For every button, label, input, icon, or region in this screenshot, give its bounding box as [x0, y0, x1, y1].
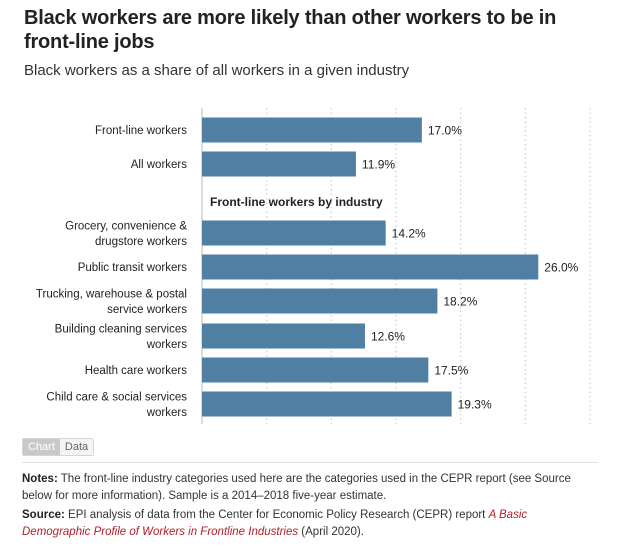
- notes-text: The front-line industry categories used …: [22, 473, 571, 502]
- source: Source: EPI analysis of data from the Ce…: [22, 507, 598, 541]
- category-label: service workers: [107, 304, 187, 316]
- source-link[interactable]: A Basic Demographic Profile of Workers i…: [22, 509, 528, 538]
- tab-data[interactable]: Data: [59, 439, 94, 455]
- bar-value-label: 14.2%: [392, 227, 426, 241]
- bar: [202, 391, 452, 417]
- source-text: EPI analysis of data from the Center for…: [64, 509, 489, 521]
- category-label: Trucking, warehouse & postal: [36, 288, 187, 300]
- view-tabs: Chart Data: [22, 438, 95, 456]
- category-label: Public transit workers: [78, 262, 188, 274]
- chart-subtitle: Black workers as a share of all workers …: [24, 62, 410, 79]
- category-label: workers: [146, 407, 188, 419]
- category-label: Grocery, convenience &: [65, 220, 187, 232]
- notes: Notes: The front-line industry categorie…: [22, 471, 592, 505]
- tab-chart[interactable]: Chart: [23, 439, 60, 455]
- notes-label: Notes:: [22, 473, 58, 485]
- source-tail: (April 2020).: [298, 526, 364, 538]
- bar: [202, 220, 386, 246]
- bar: [202, 151, 356, 177]
- chart-title: Black workers are more likely than other…: [24, 7, 557, 53]
- bar: [202, 357, 429, 383]
- category-label: Health care workers: [85, 365, 188, 377]
- bar-value-label: 17.0%: [428, 124, 462, 138]
- footer-divider: [22, 462, 598, 463]
- source-label: Source:: [22, 509, 65, 521]
- bar-value-label: 19.3%: [458, 398, 492, 412]
- bar-value-label: 17.5%: [434, 364, 468, 378]
- category-label: workers: [146, 339, 188, 351]
- category-label: All workers: [131, 159, 187, 171]
- bar-value-label: 18.2%: [443, 295, 477, 309]
- bar: [202, 323, 365, 349]
- bar-value-label: 12.6%: [371, 330, 405, 344]
- bar: [202, 117, 422, 143]
- category-label: Building cleaning services: [55, 323, 188, 335]
- category-label: Child care & social services: [46, 391, 187, 403]
- bar-value-label: 26.0%: [544, 261, 578, 275]
- bar: [202, 254, 539, 280]
- bar-chart: Front-line workers by industry 17.0% Front…: [36, 108, 591, 424]
- section-label: Front-line workers by industry: [210, 195, 383, 209]
- category-label: drugstore workers: [95, 236, 187, 248]
- bar-value-label: 11.9%: [362, 158, 395, 172]
- bar: [202, 288, 438, 314]
- category-label: Front-line workers: [95, 125, 187, 137]
